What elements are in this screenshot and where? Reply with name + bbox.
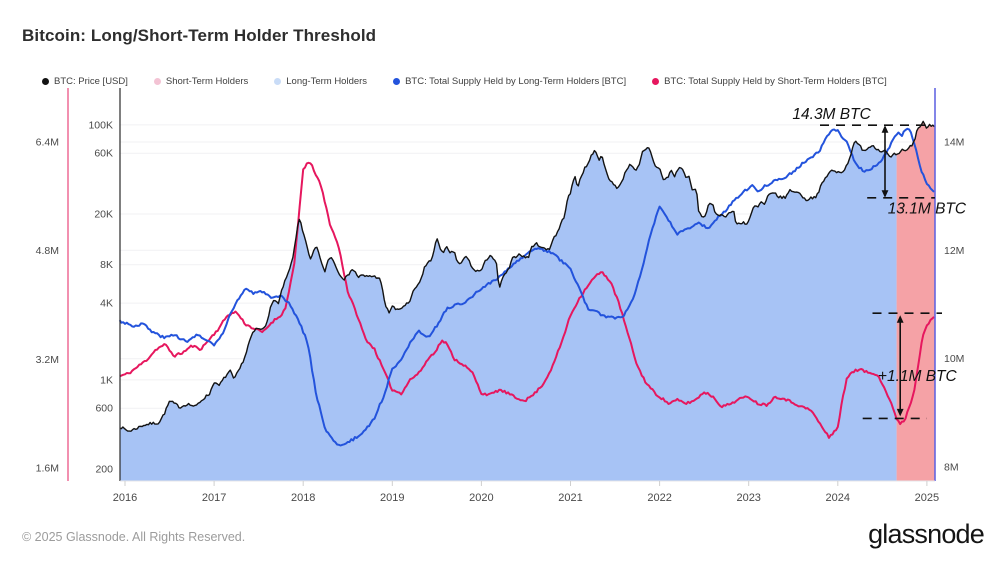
legend-item-2[interactable]: Long-Term Holders <box>274 76 367 87</box>
svg-text:8K: 8K <box>100 259 113 271</box>
legend-item-0[interactable]: BTC: Price [USD] <box>42 76 128 87</box>
svg-text:100K: 100K <box>88 119 113 131</box>
svg-text:14M: 14M <box>944 137 964 149</box>
legend-item-1[interactable]: Short-Term Holders <box>153 76 249 87</box>
svg-text:2022: 2022 <box>647 492 671 504</box>
lth-low-line: 13.1M BTC <box>867 197 967 218</box>
svg-text:2025: 2025 <box>915 492 939 504</box>
legend: BTC: Price [USD] Short-Term Holders Long-T… <box>42 74 887 89</box>
svg-text:+1.1M BTC: +1.1M BTC <box>878 368 958 385</box>
svg-text:6.4M: 6.4M <box>36 137 59 149</box>
svg-text:2016: 2016 <box>113 492 137 504</box>
page-title: Bitcoin: Long/Short-Term Holder Threshol… <box>22 26 377 45</box>
svg-text:2023: 2023 <box>736 492 760 504</box>
svg-text:2017: 2017 <box>202 492 226 504</box>
svg-text:2019: 2019 <box>380 492 404 504</box>
legend-item-label: Short-Term Holders <box>165 76 249 87</box>
svg-text:3.2M: 3.2M <box>36 354 59 366</box>
sth-gain-label: +1.1M BTC <box>878 368 958 385</box>
svg-text:200: 200 <box>95 464 113 476</box>
glassnode-logo: glassnode <box>868 519 985 549</box>
sth-axis-labels: 1.6M 3.2M 4.8M 6.4M <box>36 137 59 475</box>
svg-text:13.1M BTC: 13.1M BTC <box>888 201 967 218</box>
legend-dot-icon <box>393 78 401 85</box>
svg-text:10M: 10M <box>944 353 964 365</box>
x-axis-labels: 2016 2017 2018 2019 2020 2021 2022 2023 2024 2025 <box>113 481 939 504</box>
legend-item-3[interactable]: BTC: Total Supply Held by Long-Term Hold… <box>393 76 626 87</box>
svg-text:14.3M BTC: 14.3M BTC <box>792 106 871 123</box>
lth-supply-line <box>118 127 935 447</box>
svg-text:60K: 60K <box>94 148 113 160</box>
legend-dot-icon <box>153 78 161 85</box>
svg-text:2018: 2018 <box>291 492 315 504</box>
svg-text:2020: 2020 <box>469 492 493 504</box>
svg-text:20K: 20K <box>94 209 113 221</box>
svg-text:4K: 4K <box>100 298 113 310</box>
price-axis-labels: 200 600 1K 4K 8K 20K 60K 100K <box>88 119 113 475</box>
footer-copyright: © 2025 Glassnode. All Rights Reserved. <box>22 530 246 544</box>
lth-high-line: 14.3M BTC <box>792 106 933 126</box>
legend-item-label: Long-Term Holders <box>286 76 368 87</box>
svg-text:12M: 12M <box>944 245 964 257</box>
legend-item-label: BTC: Total Supply Held by Short-Term Hol… <box>664 76 887 87</box>
svg-text:8M: 8M <box>944 462 959 474</box>
lth-axis-labels: 8M 10M 12M 14M <box>944 137 964 474</box>
svg-text:1K: 1K <box>100 374 113 386</box>
legend-item-label: BTC: Price [USD] <box>54 76 128 87</box>
svg-text:1.6M: 1.6M <box>36 463 59 475</box>
legend-dot-icon <box>42 78 49 85</box>
legend-dot-icon <box>274 78 282 85</box>
svg-text:2021: 2021 <box>558 492 582 504</box>
legend-item-4[interactable]: BTC: Total Supply Held by Short-Term Hol… <box>652 76 887 87</box>
legend-dot-icon <box>652 78 660 85</box>
svg-text:2024: 2024 <box>826 492 850 504</box>
svg-text:600: 600 <box>95 403 113 415</box>
svg-text:4.8M: 4.8M <box>36 245 59 257</box>
plot-area[interactable] <box>120 90 935 481</box>
btc-price-line <box>119 120 935 432</box>
legend-item-label: BTC: Total Supply Held by Long-Term Hold… <box>405 76 627 87</box>
sth-gain-arrow <box>896 315 904 417</box>
lth-drop-arrow <box>881 125 889 198</box>
